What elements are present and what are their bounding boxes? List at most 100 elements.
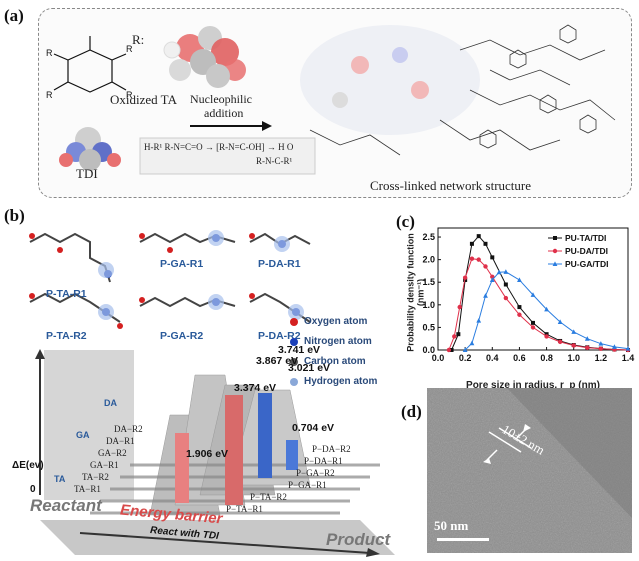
data-point <box>598 346 604 351</box>
molecule-label: P-DA-R1 <box>258 258 301 270</box>
series-line <box>448 258 629 351</box>
legend-label: Carbon atom <box>304 356 366 367</box>
x-tick-label: 1.4 <box>622 353 635 363</box>
data-point <box>571 343 576 348</box>
network-caption: Cross-linked network structure <box>370 178 532 193</box>
legend-label: Hydrogen atom <box>304 376 378 387</box>
energy-barrier-bar-blue <box>258 393 272 478</box>
molecule-label: P-TA-R2 <box>46 330 87 342</box>
oxidized-ta-label: Oxidized TA <box>110 92 177 107</box>
atom-legend: Oxygen atom Nitrogen atom Carbon atom Hy… <box>290 316 400 388</box>
zero-label: 0 <box>30 484 36 495</box>
oxidized-ta-model <box>163 26 246 88</box>
legend-label: Nitrogen atom <box>304 336 372 347</box>
x-tick-label: 1.2 <box>595 353 608 363</box>
tdi-model <box>59 127 121 171</box>
data-point <box>625 346 631 351</box>
data-point <box>585 345 590 350</box>
data-point <box>530 325 536 330</box>
scale-bar <box>437 538 489 541</box>
legend-label: PU-DA/TDI <box>565 246 608 256</box>
product-row-label: P−DA−R1 <box>304 456 343 466</box>
energy-value: 3.021 eV <box>288 362 331 374</box>
data-point <box>544 334 549 339</box>
energy-landscape <box>35 349 395 557</box>
y-tick-label: 1.5 <box>422 277 435 287</box>
nitrogen-atom-swatch <box>290 338 298 346</box>
data-point <box>584 336 590 341</box>
x-tick-label: 0.8 <box>540 353 553 363</box>
data-point <box>557 339 563 345</box>
data-point <box>544 306 549 312</box>
data-point <box>544 332 549 337</box>
data-point <box>517 277 522 282</box>
back-wall <box>44 350 134 500</box>
data-point <box>571 329 577 334</box>
molecule-models <box>29 230 311 329</box>
legend-label: PU-TA/TDI <box>565 233 606 243</box>
y-tick-label: 1.0 <box>422 300 435 310</box>
data-point <box>462 347 468 352</box>
x-tick-label: 0.2 <box>459 353 472 363</box>
data-point <box>496 269 502 275</box>
product-row-label: P−GA−R2 <box>296 468 335 478</box>
network-structure <box>300 24 616 156</box>
data-point <box>452 334 457 339</box>
scale-bar-label: 50 nm <box>434 518 469 533</box>
glucose-core-structure <box>53 36 127 93</box>
data-point <box>483 264 488 269</box>
molecule-label: P-TA-R1 <box>46 288 87 300</box>
data-point <box>490 255 495 260</box>
oxygen-atom-swatch <box>290 318 298 326</box>
chart-ylabel: Probability density function (nm⁻¹) <box>405 233 426 352</box>
x-tick-label: 0.4 <box>486 353 499 363</box>
panel-c-label: (c) <box>396 212 415 231</box>
reactant-row-label: TA−R2 <box>82 472 109 482</box>
plot-frame <box>437 227 629 351</box>
molecule-label: P-GA-R1 <box>160 258 204 270</box>
svg-text:R: R <box>126 90 133 100</box>
data-point <box>469 241 474 246</box>
data-point <box>476 234 481 239</box>
data-point <box>446 347 452 353</box>
x-tick-label: 1.0 <box>567 353 580 363</box>
tem-image <box>427 388 632 553</box>
mechanism-product: R-N-C-R¹ <box>256 156 293 166</box>
product-label: Product <box>326 530 391 549</box>
data-point <box>503 295 509 301</box>
product-row-label: P−GA−R1 <box>288 480 327 490</box>
data-point <box>476 257 481 262</box>
molecule-label: P-GA-R2 <box>160 330 204 342</box>
product-row-label: P−TA−R1 <box>226 504 263 514</box>
data-point <box>503 269 509 274</box>
data-point <box>503 282 508 287</box>
data-point <box>469 340 475 346</box>
y-tick-label: 0.0 <box>422 345 435 355</box>
energy-value: 3.741 eV <box>278 344 321 356</box>
product-row-label: P−DA−R2 <box>312 444 351 454</box>
chart-xlabel: Pore size in radius, r_p (nm) <box>466 380 600 391</box>
energy-barrier-bar-red <box>225 395 243 505</box>
panel-b-label: (b) <box>4 206 25 225</box>
svg-text:R: R <box>126 44 133 54</box>
reaction-type-line2: addition <box>204 106 244 120</box>
data-point <box>517 305 522 310</box>
panel-d-label: (d) <box>401 402 422 421</box>
reactant-label-ga: GA <box>76 430 90 440</box>
data-point <box>557 319 563 324</box>
series-line <box>464 271 629 351</box>
data-point <box>489 277 495 282</box>
data-point <box>598 341 604 346</box>
data-point <box>490 274 495 279</box>
y-tick-label: 0.5 <box>422 322 435 332</box>
delta-e-axis-label: ΔE(ev) <box>12 460 44 471</box>
mechanism-equation: H-R¹ R-N=C=O → [R-N=C-OH] → H O <box>144 142 294 152</box>
svg-text:R: R <box>46 90 53 100</box>
energy-value: 0.704 eV <box>292 422 335 434</box>
r-label: R: <box>132 32 145 47</box>
reactant-label-ta: TA <box>54 474 66 484</box>
pore-size-chart: 0.0 0.2 0.4 0.6 0.8 1.0 1.2 1.4 0.0 0.5 1.0 1.5 2.0 2… <box>422 227 635 363</box>
energy-barrier-bar-blue <box>286 440 298 470</box>
reaction-type-line1: Nucleophilic <box>190 92 252 106</box>
energy-value: 3.867 eV <box>256 355 299 367</box>
